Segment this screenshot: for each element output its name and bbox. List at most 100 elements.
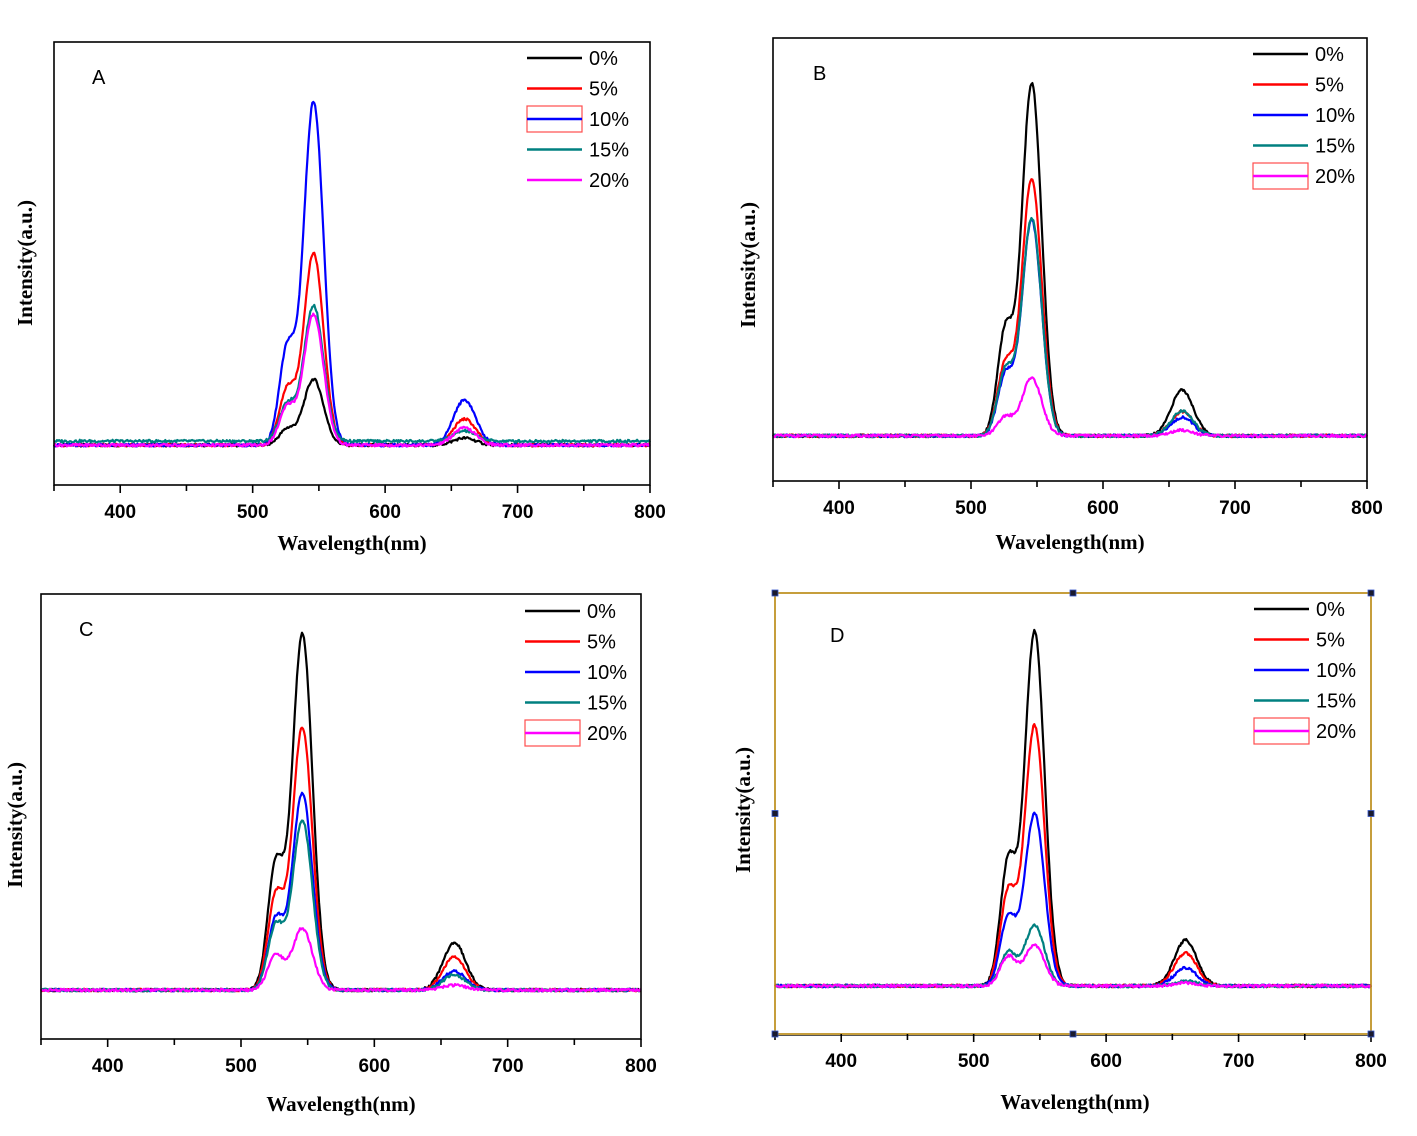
x-tick-label: 800 [625, 1056, 657, 1077]
legend-label: 20% [1316, 721, 1356, 743]
x-tick-label: 700 [1223, 1051, 1255, 1072]
legend-item: 15% [1254, 691, 1356, 713]
series-line-5pct [774, 723, 1372, 989]
selection-handle [771, 589, 779, 597]
panel-a: A Wavelength(nm) Intensity(a.u.) 400 500 6… [13, 41, 666, 555]
x-tick-label: 700 [492, 1056, 524, 1077]
legend-item: 15% [527, 140, 629, 162]
legend-label: 15% [587, 693, 627, 715]
series-line-10pct [40, 791, 642, 993]
x-tick-label: 600 [1087, 498, 1119, 519]
x-tick-label: 800 [1355, 1051, 1387, 1072]
series-group [40, 631, 642, 993]
legend-label: 5% [1316, 630, 1345, 652]
legend-label: 0% [1316, 599, 1345, 621]
legend: 0% 5% 10% 15% 20% [526, 48, 629, 192]
legend-item: 0% [1253, 44, 1344, 66]
panel-label: B [813, 63, 826, 85]
legend: 0% 5% 10% 15% 20% [1252, 44, 1355, 190]
series-line-20pct [53, 312, 651, 448]
selection-handle [1367, 810, 1375, 817]
panel-label: A [92, 67, 106, 89]
series-line-0pct [772, 82, 1368, 439]
legend-label: 5% [587, 632, 616, 654]
legend-item: 15% [1253, 136, 1355, 158]
legend-label: 10% [587, 662, 627, 684]
series-line-10pct [53, 100, 651, 448]
panel-b: B Wavelength(nm) Intensity(a.u.) 400 500 6… [736, 37, 1383, 554]
legend-item: 5% [525, 632, 616, 654]
legend-label: 15% [1316, 691, 1356, 713]
legend-item: 20% [527, 170, 629, 192]
series-line-5pct [40, 726, 642, 993]
legend-item: 15% [525, 693, 627, 715]
series-group [774, 628, 1372, 989]
series-line-0pct [52, 377, 651, 448]
series-line-5pct [53, 251, 651, 448]
legend-item: 10% [1254, 660, 1356, 682]
series-line-20pct [772, 376, 1368, 439]
x-axis-title: Wavelength(nm) [266, 1092, 415, 1116]
x-tick-label: 800 [634, 502, 666, 523]
legend-item: 20% [524, 719, 627, 747]
x-axis-title: Wavelength(nm) [277, 531, 426, 555]
selection-handle [771, 810, 779, 817]
plot-frame [53, 41, 651, 486]
x-tick-label: 400 [823, 498, 855, 519]
panel-label: D [830, 625, 844, 647]
series-line-20pct [40, 927, 642, 993]
legend-item: 10% [1253, 105, 1355, 127]
y-axis-title: Intensity(a.u.) [3, 762, 27, 888]
legend-item: 0% [527, 48, 618, 70]
legend-item: 0% [1254, 599, 1345, 621]
series-line-15pct [772, 216, 1368, 439]
legend-label: 0% [589, 48, 618, 70]
legend-item: 10% [526, 105, 629, 133]
series-line-15pct [774, 923, 1372, 989]
series-group [52, 100, 651, 448]
legend-item: 0% [525, 601, 616, 623]
legend-label: 15% [1315, 136, 1355, 158]
plot-frame [40, 593, 642, 1040]
legend-label: 10% [1315, 105, 1355, 127]
legend-label: 20% [1315, 166, 1355, 188]
panel-c: C Wavelength(nm) Intensity(a.u.) 400 500 6… [3, 593, 657, 1116]
legend-label: 10% [589, 109, 629, 131]
series-line-0pct [774, 628, 1372, 989]
series-line-10pct [774, 811, 1372, 989]
y-axis-title: Intensity(a.u.) [736, 202, 760, 328]
x-tick-label: 400 [92, 1056, 124, 1077]
x-tick-label: 600 [369, 502, 401, 523]
x-tick-label: 500 [955, 498, 987, 519]
x-tick-label: 800 [1351, 498, 1383, 519]
x-tick-label: 700 [502, 502, 534, 523]
legend-item: 5% [1254, 630, 1345, 652]
plot-frame [772, 37, 1368, 482]
legend: 0% 5% 10% 15% 20% [524, 601, 627, 747]
legend-item: 5% [527, 79, 618, 101]
panel-label: C [79, 619, 93, 641]
legend-label: 20% [587, 723, 627, 745]
x-tick-label: 600 [358, 1056, 390, 1077]
x-axis-title: Wavelength(nm) [995, 530, 1144, 554]
selection-handle [1367, 589, 1375, 597]
legend-item: 20% [1253, 717, 1356, 745]
legend-item: 20% [1252, 162, 1355, 190]
x-axis-title: Wavelength(nm) [1000, 1090, 1149, 1114]
selection-handle [1069, 589, 1077, 597]
x-tick-label: 400 [825, 1051, 857, 1072]
legend-label: 10% [1316, 660, 1356, 682]
legend-label: 15% [589, 140, 629, 162]
y-axis-title: Intensity(a.u.) [731, 747, 755, 873]
series-line-15pct [40, 819, 642, 993]
x-tick-label: 700 [1219, 498, 1251, 519]
series-group [772, 82, 1368, 439]
legend-label: 5% [1315, 75, 1344, 97]
x-tick-label: 500 [225, 1056, 257, 1077]
legend-label: 0% [1315, 44, 1344, 66]
legend-item: 5% [1253, 75, 1344, 97]
x-tick-label: 600 [1090, 1051, 1122, 1072]
series-line-5pct [772, 178, 1368, 439]
x-tick-label: 500 [958, 1051, 990, 1072]
